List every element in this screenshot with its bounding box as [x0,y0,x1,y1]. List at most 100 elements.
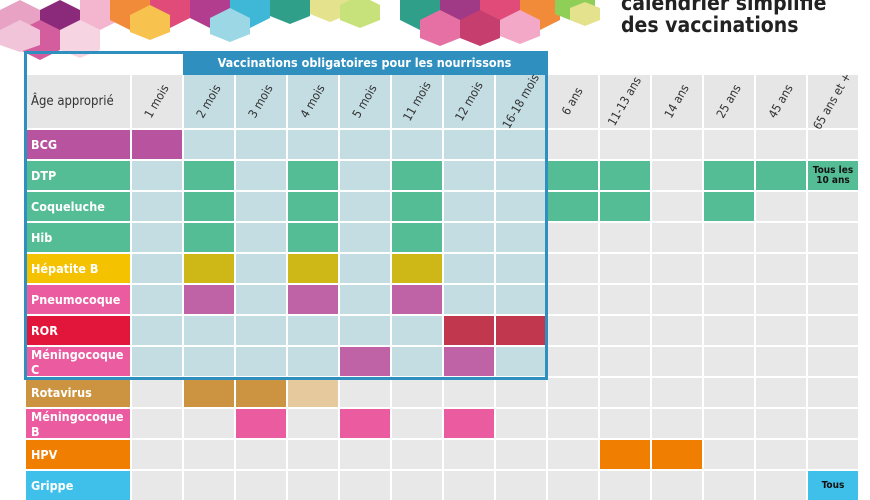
schedule-cell [236,161,286,190]
schedule-cell [652,254,702,283]
age-header-text: 11-13 ans [605,74,645,129]
schedule-cell [444,440,494,469]
age-header-6-ans: 6 ans [548,75,598,128]
age-header-text: 5 mois [349,82,380,121]
schedule-cell [236,223,286,252]
vaccine-label-grippe: Grippe [26,471,130,500]
schedule-cell [652,161,702,190]
schedule-cell-filled [288,192,338,221]
schedule-cell [756,285,806,314]
schedule-cell [756,223,806,252]
schedule-cell-filled [444,316,494,345]
schedule-note: Tous [821,479,845,491]
schedule-cell [236,347,286,376]
schedule-cell [444,378,494,407]
schedule-cell [704,254,754,283]
hexagon-cluster-right [555,0,600,26]
age-header-4-mois: 4 mois [288,75,338,128]
age-header-45-ans: 45 ans [756,75,806,128]
schedule-cell [756,347,806,376]
schedule-cell [288,440,338,469]
schedule-cell [340,161,390,190]
schedule-cell [496,192,546,221]
schedule-cell [496,409,546,438]
schedule-cell [548,378,598,407]
schedule-cell [236,471,286,500]
schedule-cell-filled [600,440,650,469]
schedule-cell [704,223,754,252]
schedule-cell [808,223,858,252]
schedule-cell-filled [392,223,442,252]
schedule-cell [652,378,702,407]
schedule-cell-filled [652,440,702,469]
age-header-14-ans: 14 ans [652,75,702,128]
hexagon-cluster-center [400,0,560,46]
schedule-cell [496,471,546,500]
schedule-cell [132,223,182,252]
schedule-cell [496,161,546,190]
age-header-text: 11 mois [399,79,434,124]
vaccine-label-dtp: DTP [26,161,130,190]
schedule-cell [756,378,806,407]
age-header-text: 1 mois [141,82,172,121]
schedule-cell [652,347,702,376]
schedule-cell [808,440,858,469]
schedule-cell [808,316,858,345]
schedule-cell [236,254,286,283]
schedule-cell [236,130,286,159]
schedule-cell [288,316,338,345]
schedule-cell [756,316,806,345]
vaccine-label-m-ningocoque-b: Méningocoque B [26,409,130,439]
age-header-3-mois: 3 mois [236,75,286,128]
age-header-16-18-mois: 16-18 mois [496,72,546,131]
schedule-cell-filled [392,192,442,221]
schedule-cell [288,347,338,376]
schedule-cell [340,254,390,283]
vaccine-label-coqueluche: Coqueluche [26,192,130,221]
schedule-cell-filled [132,130,182,159]
schedule-cell [548,254,598,283]
schedule-cell [652,192,702,221]
schedule-cell-filled [392,285,442,314]
schedule-cell [808,130,858,159]
schedule-cell [756,130,806,159]
vaccine-label-h-patite-b: Hépatite B [26,254,130,283]
schedule-cell [600,316,650,345]
schedule-cell-filled [236,378,286,407]
schedule-cell [288,130,338,159]
schedule-cell [652,130,702,159]
age-header-1-mois: 1 mois [132,75,182,128]
vaccine-label-rotavirus: Rotavirus [26,378,130,407]
schedule-cell [184,409,234,438]
schedule-cell [496,130,546,159]
schedule-cell [548,285,598,314]
schedule-cell [340,471,390,500]
schedule-cell [236,192,286,221]
schedule-cell [496,254,546,283]
schedule-cell-filled [600,192,650,221]
schedule-cell [340,378,390,407]
schedule-cell [652,471,702,500]
schedule-cell [132,409,182,438]
schedule-cell-filled [340,347,390,376]
age-header-12-mois: 12 mois [444,75,494,128]
age-header-11-13-ans: 11-13 ans [600,74,650,129]
schedule-cell-filled [184,192,234,221]
schedule-cell [808,347,858,376]
age-header-text: 2 mois [193,82,224,121]
schedule-cell [652,285,702,314]
schedule-cell [340,440,390,469]
title-line-1: calendrier simplifié [621,0,827,15]
schedule-cell [704,285,754,314]
schedule-cell [652,316,702,345]
vaccine-label-m-ningocoque-c: Méningocoque C [26,347,130,377]
schedule-cell-filled [704,161,754,190]
vaccine-label-hib: Hib [26,223,130,252]
schedule-cell [184,440,234,469]
schedule-cell [600,409,650,438]
schedule-cell [132,192,182,221]
schedule-cell [184,130,234,159]
schedule-cell [392,409,442,438]
schedule-cell-filled [236,409,286,438]
schedule-cell [236,316,286,345]
